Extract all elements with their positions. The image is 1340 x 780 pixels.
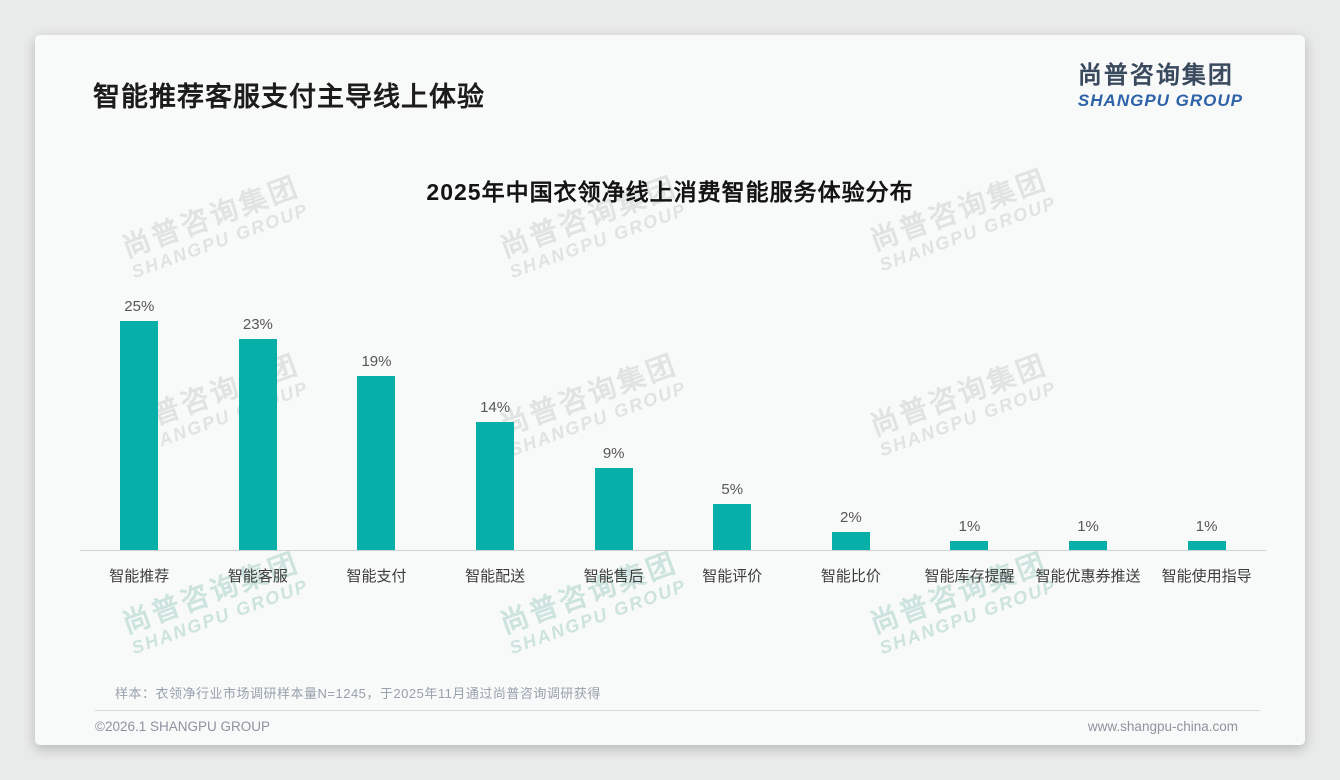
bar-category-label: 智能优惠券推送 xyxy=(1035,568,1141,585)
watermark-cn-text: 尚普咨询集团 xyxy=(118,546,304,640)
sample-note: 样本：衣领净行业市场调研样本量N=1245，于2025年11月通过尚普咨询调研获… xyxy=(115,686,601,701)
bar-category-label: 智能配送 xyxy=(465,568,526,585)
bar-column: 23% xyxy=(199,221,318,550)
bar-column: 5% xyxy=(673,221,792,550)
watermark-en-text: SHANGPU GROUP xyxy=(506,575,690,659)
bar-category-label: 智能库存提醒 xyxy=(924,568,1015,585)
bar xyxy=(594,468,633,550)
bar-category-label: 智能推荐 xyxy=(109,568,170,585)
bar-category-label: 智能支付 xyxy=(346,568,407,585)
bar xyxy=(357,376,396,550)
footer-website: www.shangpu-china.com xyxy=(1087,719,1238,734)
watermark-cn-text: 尚普咨询集团 xyxy=(866,546,1052,640)
bar-column: 9% xyxy=(554,221,673,550)
bar-value-label: 1% xyxy=(958,518,981,535)
bar-column: 25% xyxy=(80,221,199,550)
bar-value-label: 9% xyxy=(602,445,625,462)
bar-value-label: 14% xyxy=(480,399,511,416)
bar xyxy=(831,532,870,550)
logo-en-text: SHANGPU GROUP xyxy=(1077,91,1243,110)
page-title: 智能推荐客服支付主导线上体验 xyxy=(93,82,485,112)
bar-value-label: 5% xyxy=(721,481,744,498)
footer-copyright: ©2026.1 SHANGPU GROUP xyxy=(95,719,271,734)
watermark: 尚普咨询集团 SHANGPU GROUP xyxy=(866,547,1059,659)
bar-category-label: 智能评价 xyxy=(702,568,763,585)
bar xyxy=(476,422,515,550)
bar xyxy=(1187,541,1226,550)
logo-cn-text: 尚普咨询集团 xyxy=(1077,62,1234,89)
company-logo: 尚普咨询集团 SHANGPU GROUP xyxy=(1078,55,1243,111)
bar xyxy=(950,541,989,550)
chart-title: 2025年中国衣领净线上消费智能服务体验分布 xyxy=(426,179,914,205)
bar-column: 19% xyxy=(317,221,436,550)
bar-column: 1% xyxy=(910,221,1029,550)
bar xyxy=(238,339,277,550)
bar-category-label: 智能比价 xyxy=(820,568,881,585)
bar-value-label: 2% xyxy=(840,509,862,526)
watermark: 尚普咨询集团 SHANGPU GROUP xyxy=(118,547,311,659)
footer-divider xyxy=(95,710,1260,711)
bar xyxy=(120,321,159,550)
bar-column: 14% xyxy=(436,221,555,550)
bar-value-label: 19% xyxy=(361,353,392,370)
bar-category-label: 智能售后 xyxy=(583,568,644,585)
bar-category-label: 智能使用指导 xyxy=(1161,568,1252,585)
watermark: 尚普咨询集团 SHANGPU GROUP xyxy=(496,547,689,659)
bar-column: 1% xyxy=(1029,221,1148,550)
bar xyxy=(1069,541,1108,550)
watermark-en-text: SHANGPU GROUP xyxy=(876,575,1060,659)
bar-column: 1% xyxy=(1147,221,1266,550)
bar-column: 2% xyxy=(792,221,911,550)
bar-value-label: 1% xyxy=(1195,518,1218,535)
bar-value-label: 23% xyxy=(242,316,273,333)
bar-value-label: 25% xyxy=(124,298,155,315)
bar xyxy=(713,504,752,550)
bar-chart-plot: 25% 23% 19% 14% 9% 5% 2% 1% 1% 1% xyxy=(80,221,1266,551)
bar-value-label: 1% xyxy=(1077,518,1099,535)
watermark-en-text: SHANGPU GROUP xyxy=(128,575,312,659)
slide-card: 尚普咨询集团 SHANGPU GROUP 尚普咨询集团 SHANGPU GROU… xyxy=(35,35,1305,745)
bar-chart-category-labels: 智能推荐 智能客服 智能支付 智能配送 智能售后 智能评价 智能比价 智能库存提醒 智能优惠券推… xyxy=(80,565,1266,586)
bar-category-label: 智能客服 xyxy=(227,568,288,585)
watermark-cn-text: 尚普咨询集团 xyxy=(496,546,682,640)
